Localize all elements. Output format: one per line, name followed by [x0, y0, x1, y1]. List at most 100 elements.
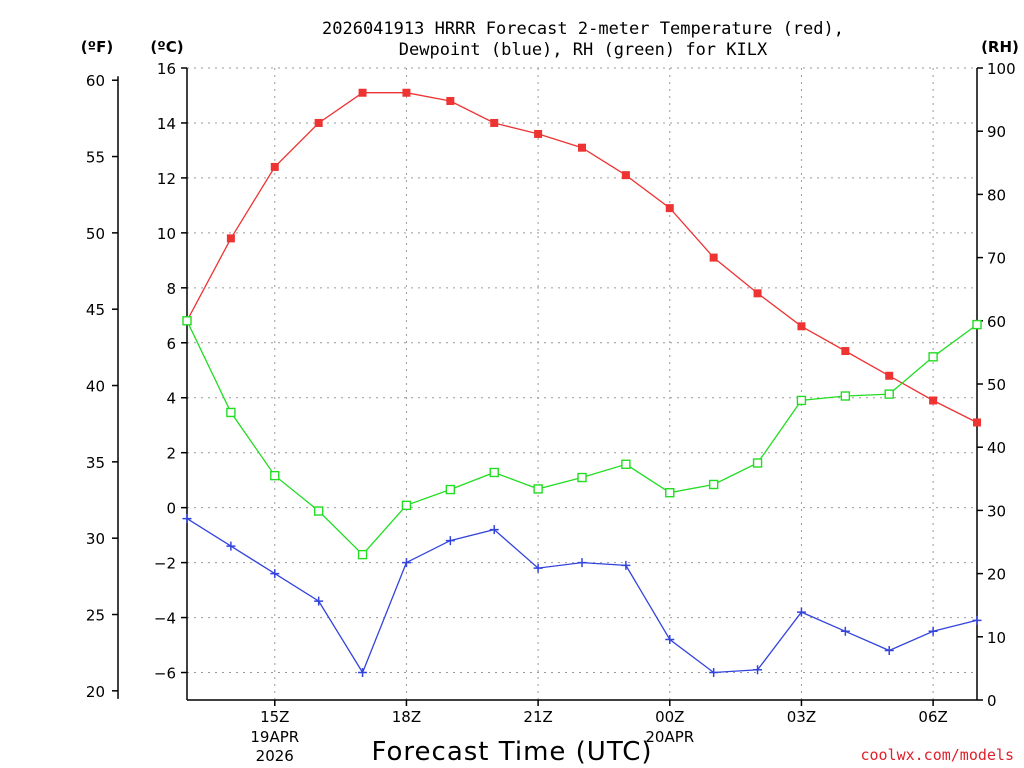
fahrenheit-tick-label: 20	[86, 683, 105, 701]
fahrenheit-tick-label: 60	[86, 72, 105, 90]
temperature-point	[226, 234, 235, 243]
rh-point	[577, 472, 587, 483]
rh-tick-label: 20	[987, 566, 1006, 584]
x-tick-label: 21Z	[523, 708, 552, 726]
dewpoint-point	[533, 563, 543, 573]
dewpoint-point	[182, 514, 192, 524]
rh-point	[621, 459, 631, 469]
axes: 60 55 50 45 40 35 30 25 20 16 14 12 10 8 6 4 20 −2 −4 −6 100…	[86, 60, 1016, 765]
temperature-point	[841, 347, 850, 356]
rh-point	[840, 391, 851, 401]
rh-point	[533, 484, 543, 494]
x-tick-date-label: 19APR	[250, 728, 299, 746]
temperature-point	[665, 204, 674, 213]
fahrenheit-tick-label: 55	[86, 149, 105, 167]
temperature-point	[578, 143, 586, 152]
rh-point	[665, 488, 675, 498]
celsius-tick-label: 0	[166, 500, 176, 518]
fahrenheit-tick-label: 35	[86, 454, 105, 472]
dewpoint-point	[270, 569, 280, 579]
dewpoint-point	[489, 525, 499, 535]
dewpoint-point	[401, 558, 411, 568]
dewpoint-point	[226, 541, 236, 551]
fahrenheit-tick-label: 45	[86, 301, 105, 319]
x-axis-title: Forecast Time (UTC)	[371, 737, 652, 767]
temperature-point	[885, 371, 894, 380]
rh-point	[972, 319, 982, 330]
temperature-point	[358, 88, 367, 97]
rh-tick-label: 50	[987, 376, 1006, 394]
celsius-tick-label: 14	[157, 115, 176, 133]
grid-lines	[187, 67, 977, 700]
rh-tick-label: 30	[987, 502, 1006, 520]
rh-point	[313, 506, 324, 516]
rh-point	[226, 407, 236, 418]
celsius-tick-label: 4	[166, 390, 176, 408]
rh-tick-label: 60	[987, 313, 1006, 331]
dewpoint-point	[840, 626, 850, 636]
dewpoint-point	[621, 560, 631, 570]
celsius-tick-label: 16	[157, 60, 176, 78]
dewpoint-point	[577, 558, 587, 568]
fahrenheit-tick-label: 40	[86, 378, 105, 396]
fahrenheit-tick-label: 25	[86, 607, 105, 625]
temperature-point	[929, 396, 938, 405]
x-tick-date-label: 2026	[256, 747, 294, 765]
rh-tick-label: 0	[987, 692, 997, 710]
credit-link[interactable]: coolwx.com/models	[860, 746, 1014, 764]
temperature-point	[753, 289, 762, 298]
temperature-point	[314, 118, 323, 127]
celsius-tick-label: 12	[157, 170, 176, 188]
rh-unit-label: (RH)	[981, 38, 1019, 56]
x-tick-label: 00Z	[655, 708, 684, 726]
dewpoint-point	[445, 536, 455, 546]
rh-tick-label: 80	[987, 186, 1006, 204]
rh-point	[270, 470, 280, 481]
x-tick-date-label: 20APR	[645, 728, 694, 746]
temperature-point	[402, 88, 411, 97]
rh-line	[186, 320, 978, 556]
x-tick-label: 06Z	[918, 708, 947, 726]
celsius-unit-label: (ºC)	[150, 38, 183, 56]
dewpoint-point	[884, 646, 894, 656]
celsius-tick-label: −4	[154, 610, 176, 628]
temperature-point	[270, 162, 279, 171]
chart-title-line-2: Dewpoint (blue), RH (green) for KILX	[399, 40, 768, 60]
temperature-line	[186, 92, 978, 424]
data-series	[182, 88, 982, 678]
dewpoint-point	[972, 615, 982, 625]
rh-tick-label: 10	[987, 629, 1006, 647]
rh-tick-label: 40	[987, 439, 1006, 457]
rh-tick-label: 70	[987, 250, 1006, 268]
temperature-point	[534, 129, 543, 138]
celsius-tick-label: 6	[166, 335, 176, 353]
celsius-tick-label: −2	[154, 555, 176, 573]
rh-point	[357, 549, 368, 560]
x-tick-label: 15Z	[260, 708, 289, 726]
temperature-point	[446, 96, 455, 105]
fahrenheit-tick-label: 50	[86, 225, 105, 243]
rh-point	[928, 352, 938, 362]
rh-point	[884, 389, 894, 399]
dewpoint-point	[358, 668, 368, 678]
dewpoint-point	[928, 626, 938, 636]
rh-point	[445, 484, 456, 495]
dewpoint-point	[753, 665, 763, 675]
rh-tick-label: 100	[987, 60, 1016, 78]
rh-tick-label: 90	[987, 123, 1006, 141]
rh-point	[752, 458, 763, 468]
temperature-point	[709, 253, 718, 262]
x-tick-label: 03Z	[787, 708, 816, 726]
dewpoint-point	[314, 596, 324, 606]
chart-title-line-1: 2026041913 HRRR Forecast 2-meter Tempera…	[322, 19, 844, 39]
celsius-tick-label: 8	[166, 280, 176, 298]
dewpoint-line	[186, 518, 978, 674]
dewpoint-point	[796, 607, 806, 617]
celsius-tick-label: −6	[154, 665, 176, 683]
temperature-point	[797, 322, 806, 331]
temperature-point	[621, 171, 630, 180]
rh-point	[708, 479, 719, 490]
temperature-point	[490, 118, 499, 127]
rh-point	[796, 395, 807, 406]
temperature-point	[973, 418, 981, 427]
